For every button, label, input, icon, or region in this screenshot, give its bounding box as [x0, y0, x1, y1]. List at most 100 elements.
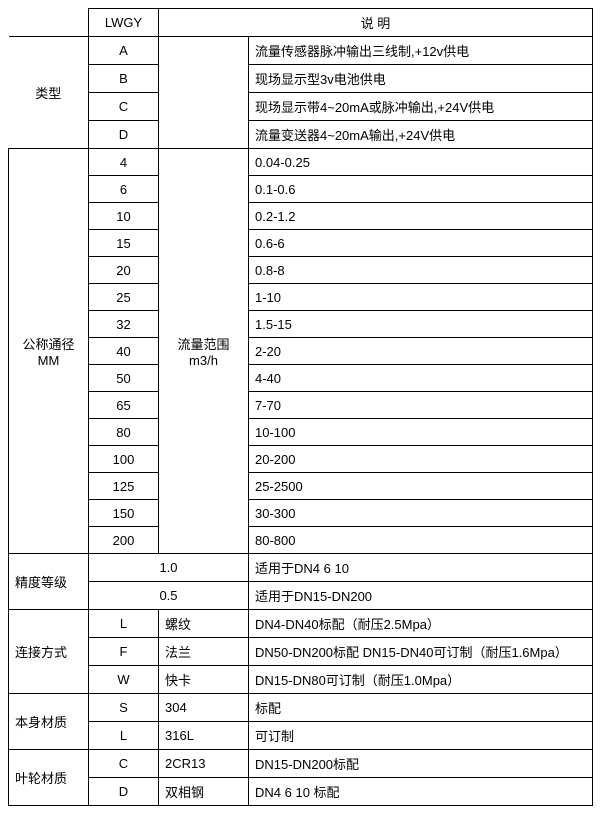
table-row: LWGY说 明	[9, 9, 593, 37]
dn-range: 0.1-0.6	[249, 176, 593, 203]
dn-size: 20	[89, 257, 159, 284]
dn-range: 10-100	[249, 419, 593, 446]
table-row: 150 30-300	[9, 500, 593, 527]
table-row: 100 20-200	[9, 446, 593, 473]
table-row: 精度等级1.0适用于DN4 6 10	[9, 554, 593, 582]
dn-size: 25	[89, 284, 159, 311]
dn-range: 1-10	[249, 284, 593, 311]
conn-desc: DN4-DN40标配（耐压2.5Mpa）	[249, 610, 593, 638]
dn-size: 100	[89, 446, 159, 473]
conn-name: 螺纹	[159, 610, 249, 638]
table-row: 20 0.8-8	[9, 257, 593, 284]
table-row: 32 1.5-15	[9, 311, 593, 338]
impeller-code: D	[89, 778, 159, 806]
dn-size: 40	[89, 338, 159, 365]
dn-size: 125	[89, 473, 159, 500]
dn-range: 4-40	[249, 365, 593, 392]
table-row: 50 4-40	[9, 365, 593, 392]
blank-cell	[9, 9, 89, 37]
dn-range: 25-2500	[249, 473, 593, 500]
type-desc: 流量传感器脉冲输出三线制,+12v供电	[249, 37, 593, 65]
table-row: L316L可订制	[9, 722, 593, 750]
accuracy-value: 0.5	[89, 582, 249, 610]
table-row: 类型A流量传感器脉冲输出三线制,+12v供电	[9, 37, 593, 65]
impeller-label: 叶轮材质	[9, 750, 89, 806]
type-code: D	[89, 121, 159, 149]
dn-size: 150	[89, 500, 159, 527]
dn-range: 0.6-6	[249, 230, 593, 257]
table-row: 本身材质S304标配	[9, 694, 593, 722]
dn-range-label: 流量范围m3/h	[159, 149, 249, 554]
impeller-name: 2CR13	[159, 750, 249, 778]
conn-code: W	[89, 666, 159, 694]
body-desc: 标配	[249, 694, 593, 722]
impeller-code: C	[89, 750, 159, 778]
impeller-name: 双相钢	[159, 778, 249, 806]
table-row: 40 2-20	[9, 338, 593, 365]
dn-size: 32	[89, 311, 159, 338]
body-code: L	[89, 722, 159, 750]
body-desc: 可订制	[249, 722, 593, 750]
type-label: 类型	[9, 37, 89, 149]
dn-range: 80-800	[249, 527, 593, 554]
accuracy-desc: 适用于DN15-DN200	[249, 582, 593, 610]
header-lwgy: LWGY	[89, 9, 159, 37]
type-code: A	[89, 37, 159, 65]
body-label: 本身材质	[9, 694, 89, 750]
table-row: 10 0.2-1.2	[9, 203, 593, 230]
dn-range: 0.2-1.2	[249, 203, 593, 230]
dn-size: 6	[89, 176, 159, 203]
table-row: F法兰DN50-DN200标配 DN15-DN40可订制（耐压1.6Mpa）	[9, 638, 593, 666]
table-row: D双相钢DN4 6 10 标配	[9, 778, 593, 806]
conn-desc: DN15-DN80可订制（耐压1.0Mpa）	[249, 666, 593, 694]
table-row: D 流量变送器4~20mA输出,+24V供电	[9, 121, 593, 149]
dn-label: 公称通径MM	[9, 149, 89, 554]
conn-code: F	[89, 638, 159, 666]
dn-size: 80	[89, 419, 159, 446]
dn-range: 7-70	[249, 392, 593, 419]
accuracy-value: 1.0	[89, 554, 249, 582]
table-row: B 现场显示型3v电池供电	[9, 65, 593, 93]
dn-range: 0.8-8	[249, 257, 593, 284]
dn-range: 0.04-0.25	[249, 149, 593, 176]
type-desc: 流量变送器4~20mA输出,+24V供电	[249, 121, 593, 149]
conn-label: 连接方式	[9, 610, 89, 694]
table-row: 叶轮材质C2CR13DN15-DN200标配	[9, 750, 593, 778]
dn-size: 65	[89, 392, 159, 419]
conn-name: 快卡	[159, 666, 249, 694]
conn-desc: DN50-DN200标配 DN15-DN40可订制（耐压1.6Mpa）	[249, 638, 593, 666]
dn-size: 200	[89, 527, 159, 554]
dn-range: 30-300	[249, 500, 593, 527]
body-name: 304	[159, 694, 249, 722]
accuracy-desc: 适用于DN4 6 10	[249, 554, 593, 582]
body-name: 316L	[159, 722, 249, 750]
table-row: 连接方式L螺纹DN4-DN40标配（耐压2.5Mpa）	[9, 610, 593, 638]
dn-size: 15	[89, 230, 159, 257]
dn-size: 50	[89, 365, 159, 392]
table-row: 65 7-70	[9, 392, 593, 419]
type-code: C	[89, 93, 159, 121]
type-code: B	[89, 65, 159, 93]
spec-table: LWGY说 明类型A 流量传感器脉冲输出三线制,+12v供电 B 现场显示型3v电池供…	[8, 8, 593, 806]
impeller-desc: DN15-DN200标配	[249, 750, 593, 778]
table-row: 200 80-800	[9, 527, 593, 554]
dn-range: 20-200	[249, 446, 593, 473]
dn-range: 1.5-15	[249, 311, 593, 338]
accuracy-label: 精度等级	[9, 554, 89, 610]
table-row: 25 1-10	[9, 284, 593, 311]
table-row: 125 25-2500	[9, 473, 593, 500]
dn-size: 4	[89, 149, 159, 176]
table-row: W快卡DN15-DN80可订制（耐压1.0Mpa）	[9, 666, 593, 694]
type-desc: 现场显示带4~20mA或脉冲输出,+24V供电	[249, 93, 593, 121]
dn-size: 10	[89, 203, 159, 230]
table-row: 6 0.1-0.6	[9, 176, 593, 203]
dn-range: 2-20	[249, 338, 593, 365]
conn-name: 法兰	[159, 638, 249, 666]
impeller-desc: DN4 6 10 标配	[249, 778, 593, 806]
conn-code: L	[89, 610, 159, 638]
type-middle-blank	[159, 37, 249, 149]
table-row: C 现场显示带4~20mA或脉冲输出,+24V供电	[9, 93, 593, 121]
type-desc: 现场显示型3v电池供电	[249, 65, 593, 93]
table-row: 15 0.6-6	[9, 230, 593, 257]
body-code: S	[89, 694, 159, 722]
